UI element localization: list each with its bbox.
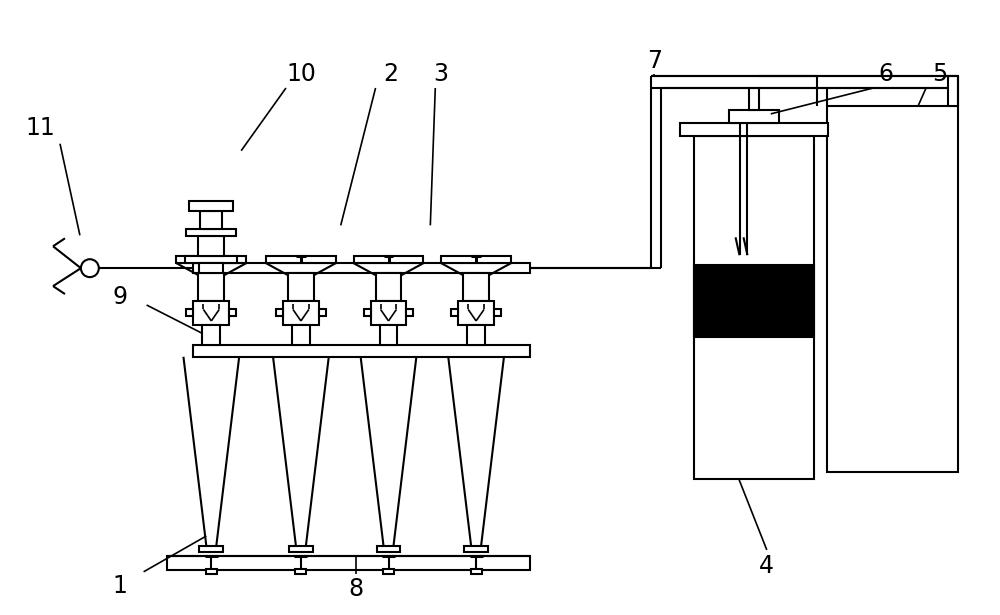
- Bar: [193, 345, 530, 357]
- Bar: [463, 273, 489, 301]
- Bar: [193, 263, 530, 273]
- Bar: [694, 136, 814, 479]
- Bar: [354, 256, 423, 263]
- Bar: [458, 301, 494, 325]
- Text: 7: 7: [647, 49, 662, 73]
- Bar: [383, 569, 394, 574]
- Bar: [948, 76, 958, 106]
- Bar: [827, 106, 958, 472]
- Bar: [198, 273, 224, 301]
- Text: 9: 9: [112, 285, 127, 309]
- Bar: [371, 301, 406, 325]
- Bar: [295, 569, 306, 574]
- Bar: [189, 202, 233, 212]
- Bar: [202, 325, 220, 345]
- Bar: [364, 309, 371, 317]
- Bar: [199, 263, 223, 273]
- Bar: [494, 309, 501, 317]
- Text: 10: 10: [286, 62, 316, 86]
- Bar: [441, 256, 511, 263]
- Bar: [694, 265, 814, 337]
- Bar: [186, 229, 236, 236]
- Bar: [729, 110, 779, 123]
- Bar: [406, 309, 413, 317]
- Bar: [229, 309, 236, 317]
- Text: 3: 3: [433, 62, 448, 86]
- Bar: [266, 256, 336, 263]
- Bar: [176, 256, 246, 263]
- Bar: [193, 301, 229, 325]
- Bar: [206, 569, 217, 574]
- Bar: [198, 236, 224, 256]
- Bar: [167, 556, 530, 570]
- Bar: [471, 569, 482, 574]
- Bar: [289, 546, 313, 552]
- Bar: [680, 123, 828, 136]
- Bar: [464, 546, 488, 552]
- Bar: [276, 309, 283, 317]
- Bar: [380, 325, 397, 345]
- Text: 2: 2: [383, 62, 398, 86]
- Text: 8: 8: [348, 577, 363, 601]
- Bar: [288, 273, 314, 301]
- Bar: [467, 325, 485, 345]
- Text: 4: 4: [759, 554, 774, 578]
- Text: 5: 5: [932, 62, 948, 86]
- Bar: [185, 256, 237, 263]
- Text: 11: 11: [25, 116, 55, 140]
- Bar: [200, 212, 222, 229]
- Bar: [283, 301, 319, 325]
- Bar: [376, 273, 401, 301]
- Bar: [186, 309, 193, 317]
- Bar: [292, 325, 310, 345]
- Bar: [377, 546, 400, 552]
- Bar: [319, 309, 326, 317]
- Bar: [451, 309, 458, 317]
- Text: 6: 6: [879, 62, 894, 86]
- Bar: [749, 88, 759, 110]
- Bar: [199, 546, 223, 552]
- Text: 1: 1: [112, 574, 127, 598]
